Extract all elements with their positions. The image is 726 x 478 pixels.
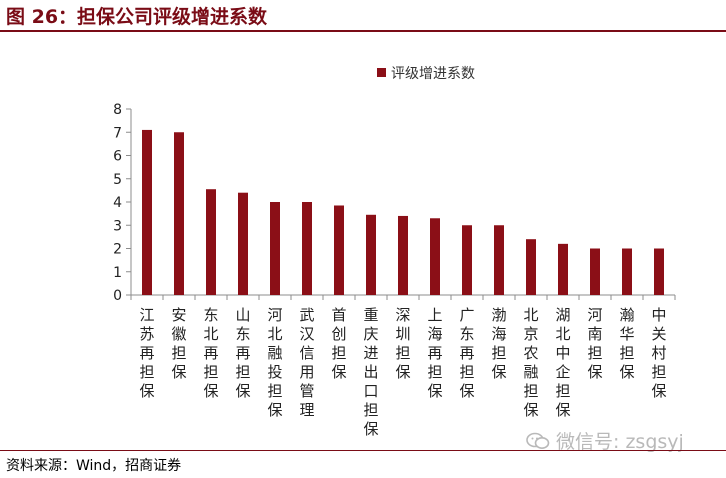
wechat-icon [526, 432, 550, 450]
x-tick-label: 北京农融担保 [523, 306, 538, 419]
x-tick-label: 广东再担保 [459, 306, 474, 400]
bar [206, 189, 216, 295]
bar [622, 248, 632, 295]
bar [142, 129, 152, 295]
y-tick-label: 1 [113, 265, 122, 281]
x-tick-label: 江苏再担保 [139, 306, 154, 400]
y-tick-label: 7 [113, 125, 122, 141]
x-tick-label: 瀚华担保 [619, 306, 634, 381]
bar [654, 248, 664, 295]
x-axis [130, 294, 676, 300]
bars [142, 129, 664, 295]
bar-chart: 评级增进系数 0 1 2 3 4 5 6 7 8 江苏再担保 安徽担保 东北再担保 山东再担保 河北融投… [113, 66, 676, 438]
source-note: 资料来源：Wind，招商证券 [6, 458, 182, 474]
legend-label: 评级增进系数 [391, 66, 475, 82]
x-tick-label: 山东再担保 [235, 306, 250, 400]
x-tick-label: 安徽担保 [171, 306, 186, 381]
bar [174, 132, 184, 295]
bar [302, 202, 312, 295]
x-tick-label: 东北再担保 [203, 306, 218, 400]
x-tick-labels: 江苏再担保 安徽担保 东北再担保 山东再担保 河北融投担保 武汉信用管理 首创担保 重庆进出口… [139, 306, 666, 438]
x-tick-label: 湖北中企担保 [555, 306, 570, 419]
bar [270, 202, 280, 295]
y-tick-label: 3 [113, 218, 122, 234]
x-tick-label: 中关村担保 [651, 306, 666, 400]
bar [494, 225, 504, 295]
title-rule [0, 30, 726, 32]
x-tick-label: 上海再担保 [427, 306, 442, 400]
y-tick-label: 8 [113, 102, 122, 118]
bar [590, 248, 600, 295]
legend-swatch [377, 68, 386, 77]
y-tick-label: 4 [113, 195, 122, 211]
bar [526, 239, 536, 295]
x-tick-label: 重庆进出口担保 [363, 306, 378, 438]
watermark-text: 微信号: zsgsyj [556, 431, 684, 453]
bottom-rule [0, 450, 726, 451]
x-tick-label: 渤海担保 [491, 306, 506, 381]
bar [558, 243, 568, 295]
figure-title: 图 26：担保公司评级增进系数 [6, 6, 268, 28]
y-axis: 0 1 2 3 4 5 6 7 8 [113, 102, 132, 304]
y-tick-label: 2 [113, 242, 122, 258]
y-tick-label: 0 [113, 288, 122, 304]
y-tick-label: 6 [113, 149, 122, 165]
x-tick-label: 首创担保 [331, 306, 346, 381]
bar [366, 214, 376, 295]
bar [334, 205, 344, 295]
bar [398, 215, 408, 295]
bar [430, 218, 440, 295]
x-tick-label: 河北融投担保 [267, 306, 282, 419]
y-tick-label: 5 [113, 172, 122, 188]
bar [462, 225, 472, 295]
legend: 评级增进系数 [377, 66, 475, 82]
bar [238, 192, 248, 295]
x-tick-label: 武汉信用管理 [299, 306, 314, 419]
watermark: 微信号: zsgsyj [526, 427, 684, 454]
x-tick-label: 深圳担保 [395, 306, 410, 381]
x-tick-label: 河南担保 [587, 306, 602, 381]
